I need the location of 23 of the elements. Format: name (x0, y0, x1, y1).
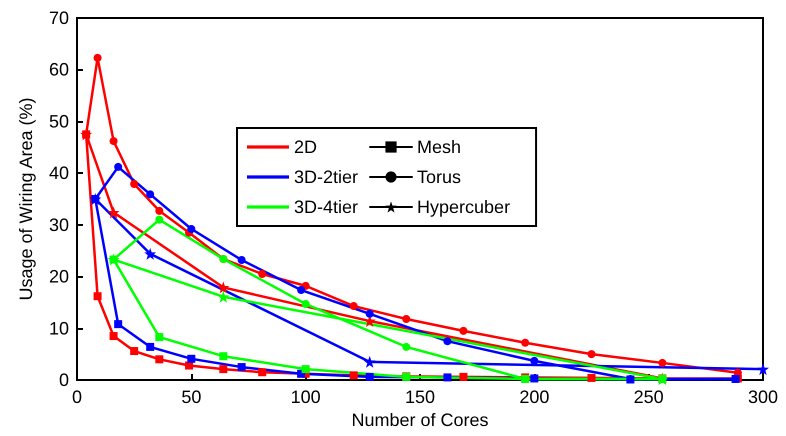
x-tick-label: 250 (634, 387, 664, 407)
x-axis-title: Number of Cores (351, 410, 489, 430)
x-tick-label: 0 (72, 387, 82, 407)
y-tick-label: 0 (58, 370, 69, 390)
legend-label: Hypercuber (417, 197, 510, 217)
y-tick-label: 20 (48, 266, 69, 287)
y-tick-label: 60 (48, 60, 69, 80)
x-tick-label: 50 (181, 387, 202, 407)
legend-label: Torus (417, 167, 462, 187)
y-tick-label: 30 (48, 214, 69, 235)
x-tick-label: 150 (404, 387, 436, 407)
y-tick-label: 70 (48, 8, 69, 28)
y-axis-title: Usage of Wiring Area (%) (16, 97, 36, 301)
x-tick-label: 100 (290, 387, 321, 407)
legend-label: 2D (294, 137, 318, 157)
x-tick-label: 300 (748, 387, 778, 407)
y-tick-label: 50 (48, 111, 69, 132)
y-tick-label: 10 (48, 318, 69, 338)
legend-label: 3D-2tier (294, 167, 358, 187)
y-tick-label: 40 (48, 163, 69, 184)
legend-label: Mesh (417, 137, 462, 157)
x-tick-label: 200 (519, 387, 550, 407)
legend-label: 3D-4tier (294, 197, 358, 217)
